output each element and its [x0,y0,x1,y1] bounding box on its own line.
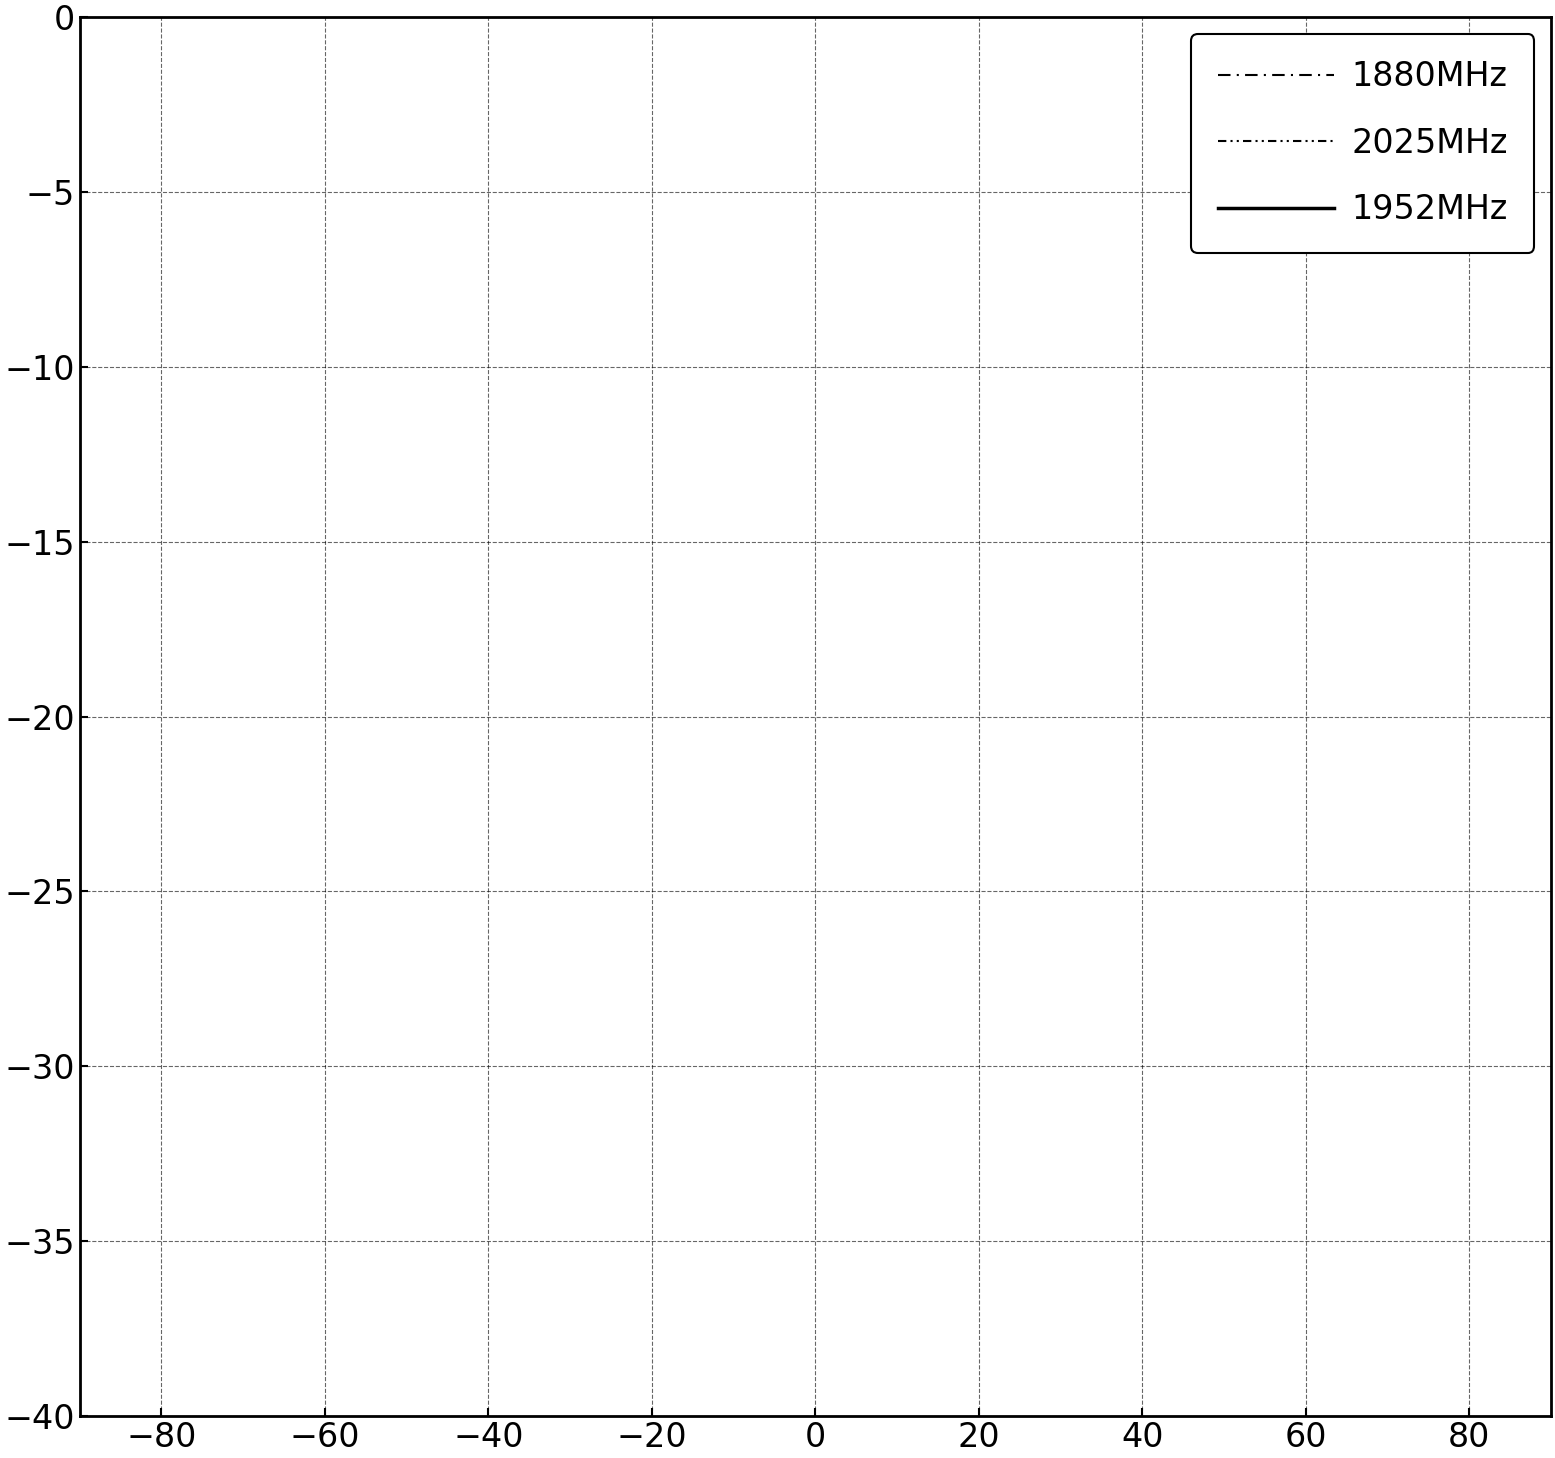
Legend: 1880MHz, 2025MHz, 1952MHz: 1880MHz, 2025MHz, 1952MHz [1191,34,1535,252]
